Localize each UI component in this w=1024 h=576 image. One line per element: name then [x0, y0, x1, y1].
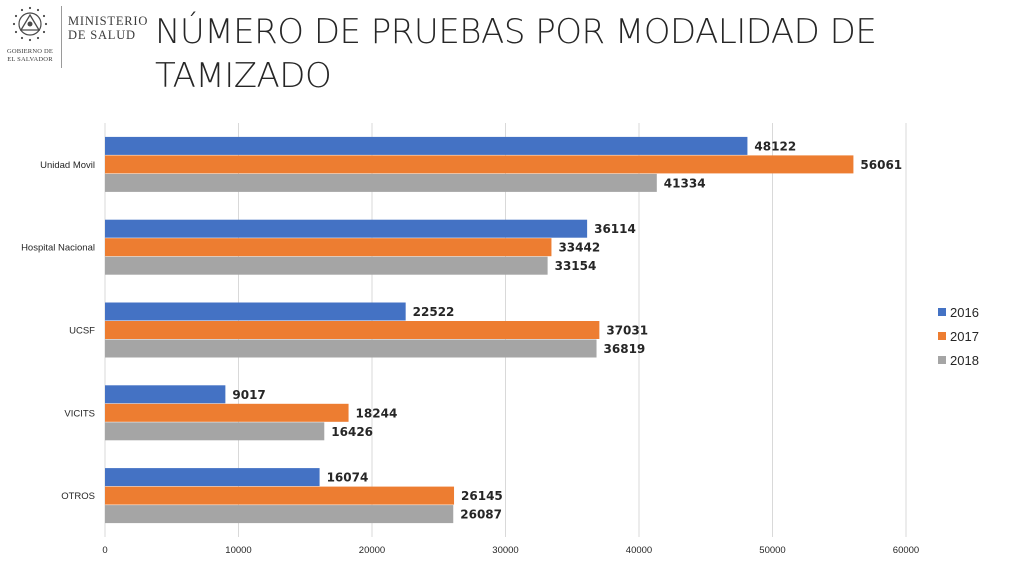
data-label: 41334 — [664, 176, 706, 190]
data-label: 16074 — [327, 471, 369, 485]
logo-ministry-text: MINISTERIO DE SALUD — [68, 14, 148, 42]
x-tick-label: 30000 — [492, 545, 518, 556]
bar — [105, 173, 657, 192]
legend-label: 2018 — [950, 353, 979, 368]
data-label: 26145 — [461, 489, 503, 503]
data-label: 36819 — [604, 342, 646, 356]
x-tick-label: 50000 — [759, 545, 785, 556]
bar — [105, 422, 325, 441]
bar — [105, 136, 748, 155]
bar — [105, 155, 854, 174]
data-label: 9017 — [232, 388, 265, 402]
legend-label: 2017 — [950, 329, 979, 344]
category-label: VICITS — [64, 408, 95, 419]
bar — [105, 339, 597, 358]
data-label: 36114 — [594, 222, 636, 236]
bar — [105, 505, 454, 524]
bar — [105, 321, 600, 339]
category-label: Unidad Movil — [40, 160, 95, 171]
x-tick-label: 40000 — [626, 545, 652, 556]
legend-swatch — [938, 308, 946, 316]
logo-seal-text: GOBIERNO DE EL SALVADOR — [6, 48, 54, 63]
seal-icon — [12, 6, 48, 42]
data-label: 33154 — [555, 259, 597, 273]
x-tick-label: 0 — [102, 545, 107, 556]
bar — [105, 256, 548, 275]
data-label: 22522 — [413, 305, 455, 319]
bar — [105, 219, 588, 238]
bar — [105, 302, 406, 321]
logo-ministry-line2: DE SALUD — [68, 28, 136, 42]
data-label: 56061 — [860, 158, 902, 172]
legend-label: 2016 — [950, 305, 979, 320]
data-label: 18244 — [356, 406, 398, 420]
data-label: 37031 — [606, 324, 648, 338]
x-tick-label: 10000 — [225, 545, 251, 556]
legend-swatch — [938, 356, 946, 364]
bar — [105, 385, 226, 404]
data-label: 26087 — [460, 508, 502, 522]
x-tick-label: 20000 — [359, 545, 385, 556]
data-label: 16426 — [331, 425, 373, 439]
page-title: NÚMERO DE PRUEBAS POR MODALIDAD DE TAMIZ… — [155, 12, 877, 96]
x-tick-label: 60000 — [893, 545, 919, 556]
bar — [105, 486, 455, 505]
category-label: OTROS — [61, 491, 95, 502]
data-label: 48122 — [754, 139, 796, 153]
logo-ministry-line1: MINISTERIO — [68, 14, 149, 28]
legend-swatch — [938, 332, 946, 340]
bar — [105, 403, 349, 422]
ministry-logo: GOBIERNO DE EL SALVADOR MINISTERIO DE SA… — [2, 2, 152, 70]
bar — [105, 468, 320, 487]
category-label: UCSF — [69, 326, 95, 337]
category-label: Hospital Nacional — [21, 243, 95, 254]
logo-divider — [61, 6, 62, 68]
bar — [105, 238, 552, 257]
data-label: 33442 — [558, 241, 600, 255]
